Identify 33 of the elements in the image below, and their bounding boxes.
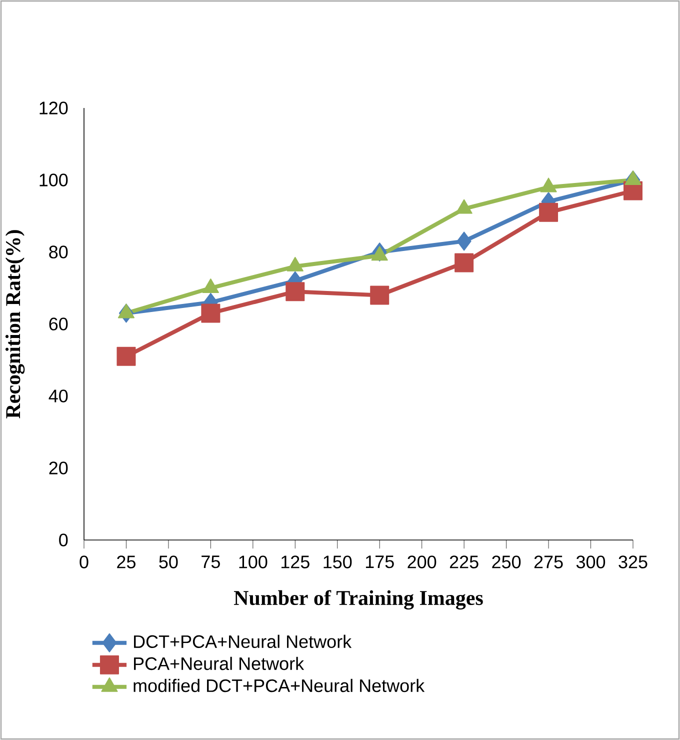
point xyxy=(201,304,220,323)
y-tick-label: 20 xyxy=(49,462,68,474)
x-tick-label: 100 xyxy=(239,556,268,568)
x-tick-label: 50 xyxy=(159,556,178,568)
point xyxy=(456,232,472,251)
y-tick-label: 100 xyxy=(40,174,68,186)
legend-label: DCT+PCA+Neural Network xyxy=(134,634,352,648)
y-tick-label: 80 xyxy=(49,246,68,258)
y-tick-label: 40 xyxy=(48,390,68,402)
point xyxy=(539,202,558,222)
point xyxy=(116,346,136,366)
point xyxy=(286,282,305,302)
legend-label: modified DCT+PCA+Neural Network xyxy=(134,678,425,692)
y-tick-label: 0 xyxy=(59,534,68,546)
x-tick-label: 125 xyxy=(282,556,310,568)
x-tick-label: 250 xyxy=(492,556,521,568)
x-tick-label: 25 xyxy=(117,556,136,568)
x-tick-label: 275 xyxy=(534,556,563,568)
x-tick-label: 0 xyxy=(80,556,88,568)
y-tick-label: 60 xyxy=(49,318,68,330)
x-tick-label: 200 xyxy=(408,556,436,568)
x-tick-label: 225 xyxy=(450,556,478,568)
x-tick-label: 75 xyxy=(202,556,220,568)
point xyxy=(454,253,474,272)
x-axis-title: Number of Training Images xyxy=(234,590,483,610)
legend-label: PCA+Neural Network xyxy=(134,656,304,670)
x-tick-label: 325 xyxy=(618,556,648,568)
x-tick-label: 150 xyxy=(324,556,352,568)
x-tick-label: 175 xyxy=(366,556,394,568)
y-tick-label: 120 xyxy=(40,102,68,114)
x-tick-label: 300 xyxy=(576,556,606,568)
y-axis-title: Recognition Rate(%) xyxy=(5,230,25,418)
point xyxy=(370,286,390,305)
